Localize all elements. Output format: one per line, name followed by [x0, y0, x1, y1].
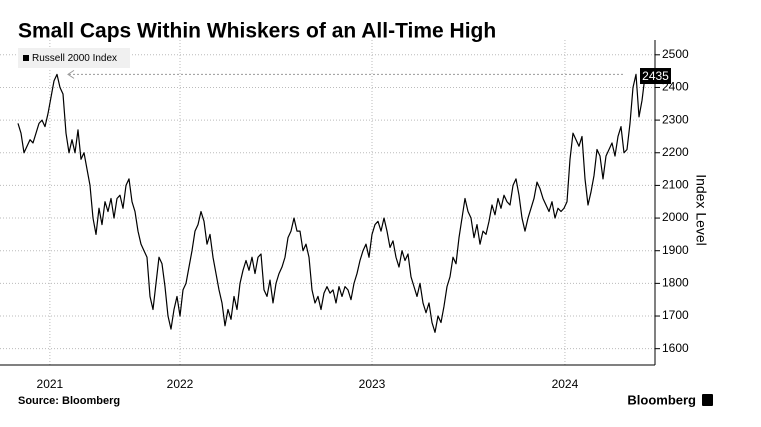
y-axis-label: Index Level: [693, 174, 709, 246]
y-tick-label: 2200: [662, 145, 689, 159]
source: Source: Bloomberg: [18, 395, 120, 407]
y-tick-label: 2100: [662, 178, 689, 192]
chart-title: Small Caps Within Whiskers of an All-Tim…: [18, 20, 496, 43]
last-value-box: [640, 68, 671, 85]
y-tick-label: 1700: [662, 308, 689, 322]
x-tick-label: 2021: [37, 377, 64, 391]
brand-icon: [702, 394, 713, 406]
legend-label: Russell 2000 Index: [32, 53, 117, 64]
line: [17, 73, 646, 333]
legend-swatch: [23, 55, 29, 61]
brand: Bloomberg: [627, 392, 696, 407]
y-tick-label: 1800: [662, 276, 689, 290]
x-tick-label: 2023: [359, 377, 386, 391]
peak-arrow: [67, 69, 75, 79]
y-tick-label: 2300: [662, 112, 689, 126]
y-tick-label: 1600: [662, 341, 689, 355]
y-tick-label: 2500: [662, 47, 689, 61]
y-tick-label: 1900: [662, 243, 689, 257]
last-value-label: 2435: [642, 69, 669, 83]
x-tick-label: 2022: [167, 377, 194, 391]
legend-box: [18, 48, 130, 68]
y-tick-label: 2000: [662, 210, 689, 224]
x-tick-label: 2024: [552, 377, 579, 391]
